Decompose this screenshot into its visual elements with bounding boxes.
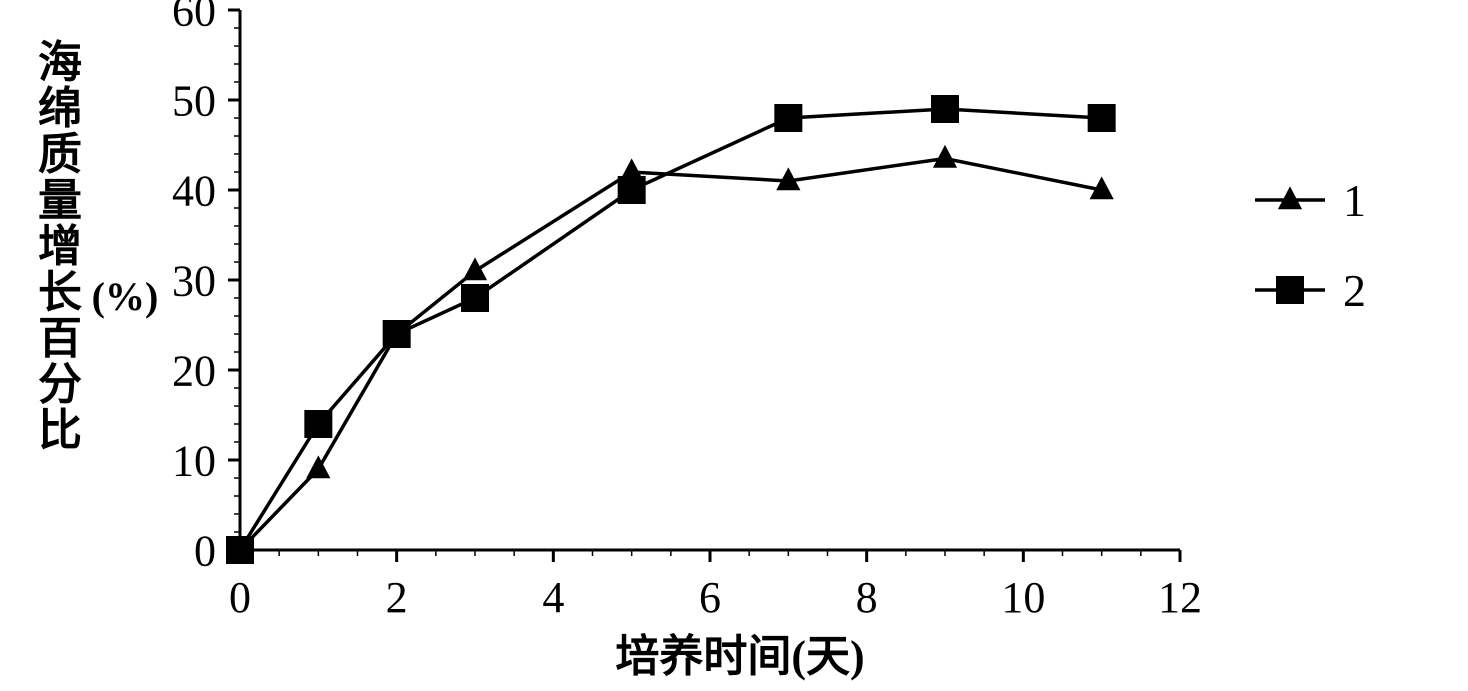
chart-svg: 0102030405060024681012培养时间(天)海绵质量增长百分比(%… [0, 0, 1468, 691]
y-tick-label: 20 [172, 346, 216, 395]
square-marker [383, 320, 411, 348]
square-marker [226, 536, 254, 564]
square-marker [304, 410, 332, 438]
x-tick-label: 6 [699, 573, 721, 622]
x-tick-label: 4 [542, 573, 564, 622]
svg-text:比: 比 [38, 406, 82, 455]
y-tick-label: 10 [172, 436, 216, 485]
y-axis-label: 海绵质量增长百分比 [38, 38, 82, 455]
y-axis-label-sub: (%) [92, 274, 159, 319]
x-tick-label: 8 [856, 573, 878, 622]
svg-text:分: 分 [38, 360, 82, 409]
y-tick-label: 0 [194, 526, 216, 575]
x-axis-label: 培养时间(天) [615, 632, 864, 681]
y-tick-label: 40 [172, 166, 216, 215]
svg-text:百: 百 [38, 314, 82, 363]
x-tick-label: 0 [229, 573, 251, 622]
growth-line-chart: 0102030405060024681012培养时间(天)海绵质量增长百分比(%… [0, 0, 1468, 691]
legend-label: 2 [1343, 265, 1366, 316]
x-tick-label: 10 [1001, 573, 1045, 622]
y-tick-label: 50 [172, 76, 216, 125]
y-tick-label: 60 [172, 0, 216, 35]
svg-text:量: 量 [38, 176, 82, 225]
x-tick-label: 12 [1158, 573, 1202, 622]
square-marker [1088, 104, 1116, 132]
square-marker [618, 176, 646, 204]
svg-text:长: 长 [38, 268, 82, 317]
square-marker [461, 284, 489, 312]
svg-text:绵: 绵 [38, 84, 82, 133]
square-marker [931, 95, 959, 123]
legend-label: 1 [1343, 175, 1366, 226]
svg-text:海: 海 [38, 38, 82, 87]
chart-bg [0, 0, 1468, 691]
y-tick-label: 30 [172, 256, 216, 305]
square-marker [1276, 276, 1304, 304]
x-tick-label: 2 [386, 573, 408, 622]
svg-text:质: 质 [38, 130, 82, 179]
svg-text:增: 增 [38, 222, 82, 271]
square-marker [774, 104, 802, 132]
